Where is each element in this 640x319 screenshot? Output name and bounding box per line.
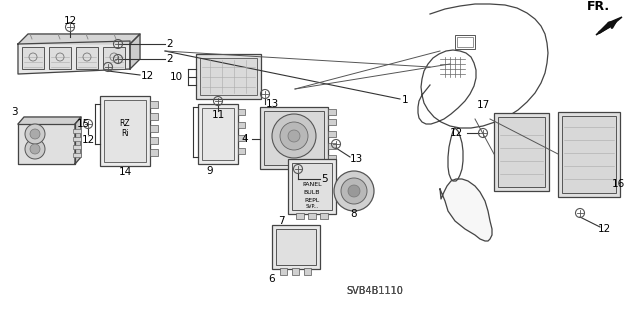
Text: PANEL: PANEL bbox=[302, 182, 322, 187]
Text: 17: 17 bbox=[477, 100, 490, 110]
Bar bbox=[150, 101, 158, 108]
Bar bbox=[196, 54, 261, 99]
Text: 12: 12 bbox=[597, 224, 611, 234]
Text: 2: 2 bbox=[166, 54, 173, 64]
Bar bbox=[328, 155, 336, 161]
Bar bbox=[150, 137, 158, 144]
Text: 9: 9 bbox=[207, 166, 213, 176]
Text: 10: 10 bbox=[170, 72, 183, 82]
Polygon shape bbox=[18, 34, 140, 44]
Polygon shape bbox=[75, 117, 81, 164]
Bar bbox=[200, 58, 257, 95]
Text: 12: 12 bbox=[81, 135, 95, 145]
Polygon shape bbox=[18, 124, 75, 164]
Circle shape bbox=[30, 144, 40, 154]
Text: Ri: Ri bbox=[121, 130, 129, 138]
Text: 15: 15 bbox=[77, 119, 90, 129]
Text: 14: 14 bbox=[118, 167, 132, 177]
Bar bbox=[49, 47, 71, 69]
Bar bbox=[328, 119, 336, 125]
Text: 12: 12 bbox=[140, 71, 154, 81]
Circle shape bbox=[272, 114, 316, 158]
Text: 5: 5 bbox=[322, 174, 328, 184]
Circle shape bbox=[30, 129, 40, 139]
Bar bbox=[198, 104, 238, 164]
Bar bbox=[150, 125, 158, 132]
Text: 12: 12 bbox=[450, 128, 463, 138]
Bar bbox=[238, 122, 245, 128]
Text: 6: 6 bbox=[268, 274, 275, 284]
Bar bbox=[73, 153, 81, 157]
Bar bbox=[292, 268, 299, 275]
Text: SVB4B1110: SVB4B1110 bbox=[347, 286, 403, 296]
Text: 16: 16 bbox=[611, 179, 625, 189]
Bar bbox=[150, 113, 158, 120]
Text: 13: 13 bbox=[349, 154, 363, 164]
Text: 12: 12 bbox=[63, 16, 77, 26]
Circle shape bbox=[25, 139, 45, 159]
Bar bbox=[296, 213, 304, 219]
Text: BULB: BULB bbox=[304, 189, 320, 195]
Circle shape bbox=[341, 178, 367, 204]
Bar bbox=[104, 100, 146, 162]
Polygon shape bbox=[18, 41, 130, 74]
Circle shape bbox=[288, 130, 300, 142]
Bar bbox=[494, 113, 549, 191]
Text: REPL: REPL bbox=[305, 197, 319, 203]
Circle shape bbox=[334, 171, 374, 211]
Bar bbox=[562, 116, 616, 193]
Polygon shape bbox=[130, 34, 140, 69]
Bar bbox=[100, 96, 150, 166]
Text: 1: 1 bbox=[402, 95, 408, 105]
Text: 13: 13 bbox=[266, 99, 278, 109]
Bar bbox=[73, 145, 81, 149]
Bar bbox=[73, 129, 81, 133]
Circle shape bbox=[348, 185, 360, 197]
Polygon shape bbox=[440, 179, 492, 241]
Bar bbox=[264, 111, 324, 165]
Text: RZ: RZ bbox=[120, 120, 131, 129]
Text: 11: 11 bbox=[211, 110, 225, 120]
Circle shape bbox=[25, 124, 45, 144]
Text: 7: 7 bbox=[278, 216, 285, 226]
Circle shape bbox=[280, 122, 308, 150]
Bar bbox=[238, 109, 245, 115]
Bar bbox=[22, 47, 44, 69]
Text: 2: 2 bbox=[166, 39, 173, 49]
Bar bbox=[457, 37, 473, 47]
Bar bbox=[238, 148, 245, 154]
Bar bbox=[292, 163, 332, 210]
Bar bbox=[238, 135, 245, 141]
Bar bbox=[304, 268, 311, 275]
Text: SVB4B1110: SVB4B1110 bbox=[347, 286, 403, 296]
Text: 4: 4 bbox=[241, 134, 248, 144]
Bar bbox=[260, 107, 328, 169]
Bar bbox=[103, 47, 125, 69]
Bar bbox=[498, 117, 545, 187]
Bar bbox=[320, 213, 328, 219]
Bar bbox=[276, 229, 316, 265]
Bar bbox=[328, 143, 336, 149]
Bar bbox=[558, 112, 620, 197]
Bar bbox=[288, 159, 336, 214]
Text: 3: 3 bbox=[11, 107, 17, 117]
Bar bbox=[328, 131, 336, 137]
Polygon shape bbox=[18, 117, 81, 124]
Bar bbox=[202, 108, 234, 160]
Text: FR.: FR. bbox=[586, 1, 609, 13]
Bar bbox=[455, 35, 475, 49]
Bar bbox=[280, 268, 287, 275]
Bar bbox=[328, 109, 336, 115]
Bar bbox=[73, 137, 81, 141]
Bar bbox=[308, 213, 316, 219]
Polygon shape bbox=[596, 17, 622, 35]
Bar bbox=[272, 225, 320, 269]
Bar bbox=[150, 149, 158, 156]
Text: 8: 8 bbox=[351, 209, 357, 219]
Bar bbox=[76, 47, 98, 69]
Text: SVP...: SVP... bbox=[305, 204, 319, 209]
